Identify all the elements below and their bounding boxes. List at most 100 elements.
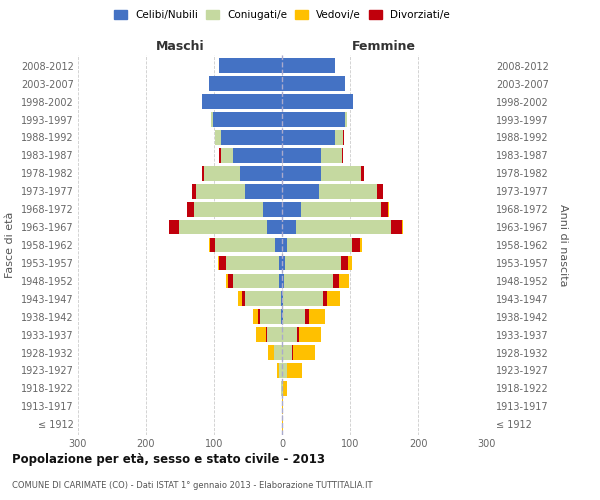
Bar [282,130,335,145]
Bar [286,256,341,270]
Bar [267,328,282,342]
Bar [297,328,299,342]
Y-axis label: Anni di nascita: Anni di nascita [559,204,568,286]
Bar [277,363,278,378]
Bar [292,345,293,360]
Bar [282,94,353,109]
Bar [279,274,282,288]
Bar [352,238,360,252]
Bar [361,166,364,180]
Bar [281,292,282,306]
Bar [218,256,219,270]
Bar [339,274,349,288]
Bar [319,184,377,198]
Bar [220,148,221,162]
Bar [221,148,233,162]
Bar [299,328,321,342]
Bar [258,310,260,324]
Bar [256,328,266,342]
Bar [169,220,179,234]
Bar [283,381,287,396]
Bar [212,112,282,127]
Bar [263,202,282,216]
Bar [275,238,282,252]
Bar [287,238,352,252]
Bar [192,184,196,198]
Text: COMUNE DI CARIMATE (CO) - Dati ISTAT 1° gennaio 2013 - Elaborazione TUTTITALIA.I: COMUNE DI CARIMATE (CO) - Dati ISTAT 1° … [12,480,373,490]
Bar [278,256,282,270]
Bar [282,292,283,306]
Bar [274,345,282,360]
Text: Maschi: Maschi [155,40,205,53]
Bar [377,184,383,198]
Bar [187,202,194,216]
Bar [233,148,282,162]
Bar [348,256,352,270]
Bar [343,130,344,145]
Bar [194,202,263,216]
Bar [282,166,322,180]
Bar [211,112,212,127]
Bar [282,363,287,378]
Bar [335,130,343,145]
Bar [401,220,403,234]
Bar [245,184,282,198]
Bar [209,76,282,91]
Bar [260,310,281,324]
Bar [282,202,301,216]
Bar [344,112,347,127]
Bar [240,166,282,180]
Bar [283,310,305,324]
Bar [282,238,287,252]
Bar [391,220,401,234]
Bar [268,345,274,360]
Bar [205,166,240,180]
Bar [179,220,267,234]
Bar [296,220,391,234]
Bar [293,345,314,360]
Bar [381,202,388,216]
Bar [233,274,279,288]
Bar [282,58,335,73]
Bar [282,148,322,162]
Bar [226,256,278,270]
Bar [322,148,342,162]
Bar [281,310,282,324]
Bar [282,76,344,91]
Bar [196,184,245,198]
Text: Femmine: Femmine [352,40,416,53]
Bar [305,310,308,324]
Bar [220,58,282,73]
Bar [284,274,333,288]
Bar [388,202,389,216]
Bar [219,256,226,270]
Text: Popolazione per età, sesso e stato civile - 2013: Popolazione per età, sesso e stato civil… [12,452,325,466]
Bar [238,292,242,306]
Legend: Celibi/Nubili, Coniugati/e, Vedovi/e, Divorziati/e: Celibi/Nubili, Coniugati/e, Vedovi/e, Di… [112,8,452,22]
Bar [323,292,327,306]
Bar [282,328,297,342]
Bar [283,292,323,306]
Bar [267,220,282,234]
Bar [282,345,292,360]
Bar [308,310,325,324]
Bar [215,130,221,145]
Bar [281,381,282,396]
Bar [342,148,343,162]
Bar [282,112,344,127]
Bar [282,256,286,270]
Bar [333,274,339,288]
Bar [227,274,233,288]
Bar [226,274,227,288]
Bar [202,166,205,180]
Bar [360,238,362,252]
Bar [221,130,282,145]
Bar [245,292,281,306]
Bar [242,292,245,306]
Bar [210,238,215,252]
Bar [287,363,302,378]
Bar [341,256,348,270]
Bar [282,417,283,432]
Bar [278,363,282,378]
Bar [209,238,210,252]
